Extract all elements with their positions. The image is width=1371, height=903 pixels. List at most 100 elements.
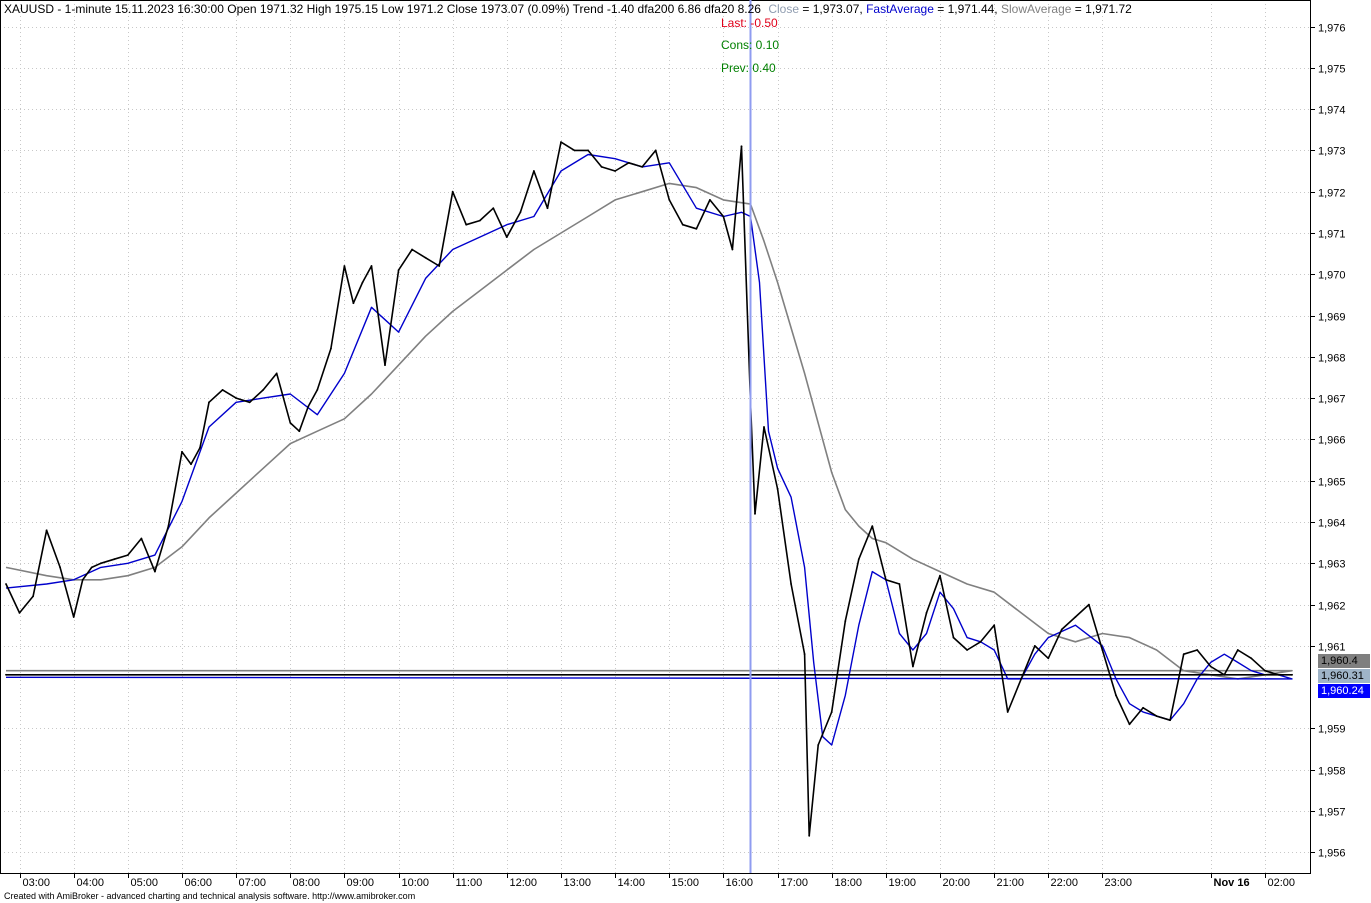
close-price-point [695,227,698,230]
close-price-point [776,488,779,490]
close-price-point [654,149,657,152]
close-price-point [235,397,238,399]
y-tick-label: 1,968 [1318,353,1346,365]
close-price-point [627,161,630,164]
close-price-point [731,248,734,251]
slow-average-badge: 1,960.4 [1318,654,1370,668]
close-price-point [1236,649,1239,651]
close-price-point [199,446,201,449]
close-price-point [275,372,278,375]
close-price-point [451,190,454,193]
symbol-info: XAUUSD - 1-minute 15.11.2023 16:30:00 Op… [4,2,761,16]
x-tick-label: 02:00 [1268,877,1296,889]
close-price-point [871,525,874,527]
x-tick-label: 05:00 [131,877,159,889]
x-tick-label: 14:00 [618,877,646,889]
close-price-point [424,256,427,259]
close-price-point [361,281,364,284]
close-price-point [898,583,901,585]
close-price-point [81,578,84,581]
y-tick-label: 1,963 [1318,559,1346,571]
close-price-point [221,389,224,391]
close-price-point [1264,669,1266,672]
close-price-point [208,401,210,404]
x-tick-label: 18:00 [835,877,863,889]
close-price-point [740,145,743,148]
y-tick-label: 1,961 [1318,642,1346,654]
axis-layer: 1,976 1,975 1,974 1,973 1,972 1,971 1,970 1,969… [0,0,1346,889]
close-price-point [1020,678,1023,680]
close-price-point [248,401,251,404]
close-price-point [330,347,332,350]
fast-legend-value: = 1,971.44, [933,2,1001,16]
close-price-point [817,744,820,746]
x-tick-label: 08:00 [293,877,321,889]
x-tick-label: 07:00 [239,877,267,889]
close-price-point [18,612,21,614]
close-price-point [1277,673,1280,676]
close-price-point [830,711,833,713]
close-price-point [925,612,928,614]
close-price-point [1250,657,1253,660]
close-price-point [59,566,61,569]
close-price-point [1196,649,1199,651]
y-tick-label: 1,976 [1318,23,1346,35]
close-price-point [298,430,301,433]
x-tick-label: 10:00 [402,877,430,889]
close-price-point [113,558,116,561]
x-tick-label: 20:00 [943,877,971,889]
fast-average-badge: 1,960.24 [1318,684,1370,698]
x-tick-label: 15:00 [672,877,700,889]
series-layer [5,141,1293,837]
y-tick-label: 1,959 [1318,724,1346,736]
x-tick-label: 19:00 [889,877,917,889]
close-price-point [885,578,887,581]
close-price-point [492,207,495,210]
close-price-point [533,170,535,172]
y-tick-label: 1,956 [1318,848,1346,860]
close-price-point [90,566,93,569]
close-price-point [966,649,968,651]
close-price-point [1060,628,1063,631]
x-tick-label: 23:00 [1105,877,1133,889]
close-price-point [1128,723,1131,726]
close-price-point [1074,616,1077,618]
close-price-point [370,265,373,267]
close-price-point [573,149,576,152]
close-legend-value: = 1,973.07, [799,2,867,16]
close-price-point [614,170,616,172]
close-price-point [190,463,192,466]
close-price-point [316,389,319,391]
close-price-point [307,405,310,408]
close-price-point [465,223,468,226]
y-tick-label: 1,958 [1318,766,1346,778]
close-price-point [763,426,765,428]
close-price-point [754,512,756,515]
close-price-point [939,574,941,577]
close-price-point [668,199,671,201]
close-price-point [808,834,811,837]
close-price-point [1291,673,1293,676]
x-tick-label: 16:00 [726,877,754,889]
close-price-point [600,166,603,168]
y-tick-label: 1,969 [1318,312,1346,324]
close-price-point [722,215,725,218]
close-price-point [478,219,481,222]
close-price-point [505,236,508,239]
close-price-line [5,141,1293,837]
close-price-point [912,665,914,668]
close-price-point [952,636,955,639]
close-price-point [1142,706,1144,709]
close-price-point [1182,653,1185,656]
close-price-point [384,364,386,366]
x-tick-label: 22:00 [1051,877,1079,889]
close-price-point [126,554,129,556]
cons-annotation: Cons: 0.10 [721,38,780,52]
x-tick-label: 17:00 [781,877,809,889]
x-tick-label: 13:00 [564,877,592,889]
y-tick-label: 1,964 [1318,518,1346,530]
close-price-point [790,583,792,585]
chart-header: XAUUSD - 1-minute 15.11.2023 16:30:00 Op… [4,2,1132,16]
